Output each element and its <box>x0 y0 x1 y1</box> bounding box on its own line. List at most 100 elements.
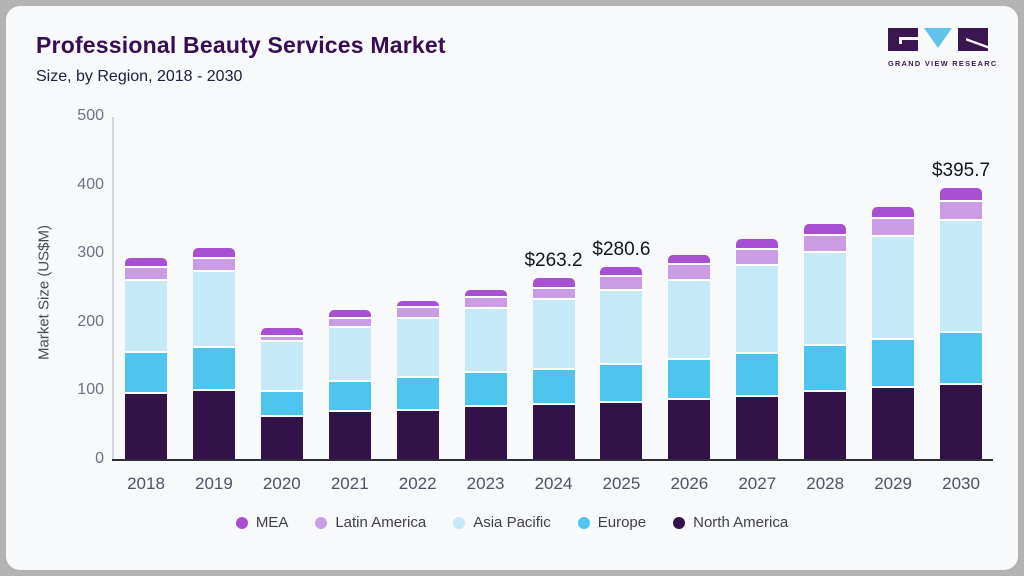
bar-segment-latin-america-2024 <box>532 288 575 300</box>
y-tick-label-300: 300 <box>77 244 104 262</box>
chart-card: Professional Beauty Services Market Size… <box>6 6 1018 570</box>
value-label-2025: $280.6 <box>592 238 651 260</box>
bar-segment-asia-pacific-2027 <box>736 265 779 355</box>
x-label-2024: 2024 <box>534 474 573 493</box>
x-label-2029: 2029 <box>874 474 913 493</box>
bar-segment-north-america-2030 <box>940 384 983 459</box>
bar-segment-mea-2021 <box>328 310 371 320</box>
bar-segment-north-america-2018 <box>125 393 167 459</box>
x-label-2021: 2021 <box>330 474 369 493</box>
bar-segment-europe-2026 <box>668 360 711 400</box>
chart-title: Professional Beauty Services Market <box>36 32 446 58</box>
bar-segment-asia-pacific-2026 <box>668 280 711 361</box>
bar-segment-europe-2025 <box>600 365 643 403</box>
bar-segment-mea-2029 <box>872 206 915 219</box>
legend: MEA Latin America Asia Pacific Europe North … <box>0 514 1024 531</box>
bar-segment-latin-america-2026 <box>668 264 711 281</box>
bar-segment-mea-2027 <box>736 239 779 250</box>
bar-segment-asia-pacific-2018 <box>125 280 167 353</box>
bar-segment-europe-2024 <box>532 369 575 406</box>
x-label-2023: 2023 <box>466 474 505 493</box>
bar-segment-north-america-2029 <box>872 388 915 459</box>
legend-marker-europe <box>577 516 590 529</box>
bar-segment-latin-america-2023 <box>464 298 507 309</box>
legend-label-asia-pacific: Asia Pacific <box>473 514 551 531</box>
bar-segment-north-america-2028 <box>804 392 847 459</box>
y-tick-label-0: 0 <box>95 450 104 467</box>
bar-segment-asia-pacific-2028 <box>804 252 847 347</box>
bar-segment-asia-pacific-2025 <box>600 290 643 365</box>
value-label-2030: $395.7 <box>931 159 991 181</box>
y-tick-label-200: 200 <box>77 312 104 330</box>
x-label-2026: 2026 <box>670 474 709 493</box>
bar-segment-mea-2020 <box>260 327 303 337</box>
x-label-2020: 2020 <box>262 474 301 493</box>
bar-segment-europe-2021 <box>328 382 371 413</box>
y-tick-label-100: 100 <box>77 381 104 399</box>
y-axis-line <box>112 117 114 460</box>
bar-segment-europe-2027 <box>736 354 779 398</box>
bar-segment-europe-2022 <box>396 378 439 411</box>
legend-marker-north-america <box>673 516 686 529</box>
y-tick-label-500: 500 <box>77 107 104 124</box>
legend-label-north-america: North America <box>693 514 789 531</box>
bar-segment-mea-2018 <box>125 258 167 268</box>
bar-segment-asia-pacific-2019 <box>192 272 235 348</box>
bar-segment-north-america-2020 <box>260 417 303 459</box>
legend-item-europe: Europe <box>577 514 647 531</box>
bar-segment-latin-america-2025 <box>600 277 643 291</box>
bar-segment-latin-america-2018 <box>125 267 167 281</box>
bar-segment-north-america-2025 <box>600 402 643 459</box>
bar-segment-latin-america-2021 <box>328 319 371 328</box>
bar-segment-latin-america-2027 <box>736 249 779 266</box>
legend-item-north-america: North America <box>673 514 788 531</box>
bar-segment-latin-america-2020 <box>260 336 303 343</box>
legend-item-mea: MEA <box>235 514 288 531</box>
bar-segment-mea-2026 <box>668 254 711 265</box>
bar-segment-north-america-2019 <box>192 391 235 459</box>
bar-segment-mea-2028 <box>804 224 847 237</box>
bar-segment-asia-pacific-2029 <box>872 237 915 341</box>
bar-segment-north-america-2024 <box>532 405 575 459</box>
x-label-2018: 2018 <box>127 474 165 493</box>
legend-item-asia-pacific: Asia Pacific <box>453 514 551 531</box>
y-axis-title: Market Size (US$M) <box>35 224 53 361</box>
x-label-2030: 2030 <box>942 474 980 493</box>
bar-segment-europe-2018 <box>125 352 167 394</box>
x-axis-line <box>112 459 993 461</box>
bar-segment-europe-2028 <box>804 346 847 393</box>
bar-segment-asia-pacific-2022 <box>396 319 439 379</box>
legend-marker-mea <box>235 516 248 529</box>
bar-segment-europe-2020 <box>260 391 303 418</box>
chart-subtitle: Size, by Region, 2018 - 2030 <box>36 68 243 85</box>
y-tick-label-400: 400 <box>77 175 104 193</box>
bar-segment-latin-america-2029 <box>872 218 915 238</box>
gvr-logo-text: GRAND VIEW RESEARCH <box>888 59 996 68</box>
bar-segment-north-america-2027 <box>736 397 779 459</box>
bar-segment-asia-pacific-2023 <box>464 308 507 374</box>
legend-label-latin-america: Latin America <box>335 514 427 531</box>
bar-segment-north-america-2023 <box>464 406 507 459</box>
bar-segment-mea-2030 <box>940 187 983 202</box>
bar-segment-latin-america-2019 <box>192 259 235 273</box>
legend-label-europe: Europe <box>597 514 647 531</box>
bar-segment-europe-2030 <box>940 333 983 385</box>
bar-segment-mea-2023 <box>464 290 507 299</box>
x-label-2022: 2022 <box>398 474 437 493</box>
bar-segment-north-america-2026 <box>668 400 711 459</box>
bar-segment-asia-pacific-2030 <box>940 220 983 334</box>
bar-segment-latin-america-2022 <box>396 308 439 320</box>
bar-segment-asia-pacific-2024 <box>532 299 575 370</box>
bar-segment-north-america-2022 <box>396 410 439 459</box>
bar-segment-mea-2024 <box>532 278 575 289</box>
x-label-2019: 2019 <box>194 474 233 493</box>
gvr-logo-icon: GRAND VIEW RESEARCH <box>888 28 996 68</box>
bar-segment-asia-pacific-2021 <box>328 327 371 383</box>
x-label-2027: 2027 <box>738 474 777 493</box>
bar-segment-europe-2023 <box>464 373 507 407</box>
value-label-2024: $263.2 <box>524 250 583 272</box>
bar-segment-latin-america-2030 <box>940 201 983 221</box>
bar-segment-mea-2022 <box>396 300 439 309</box>
bar-segment-mea-2025 <box>600 266 643 278</box>
